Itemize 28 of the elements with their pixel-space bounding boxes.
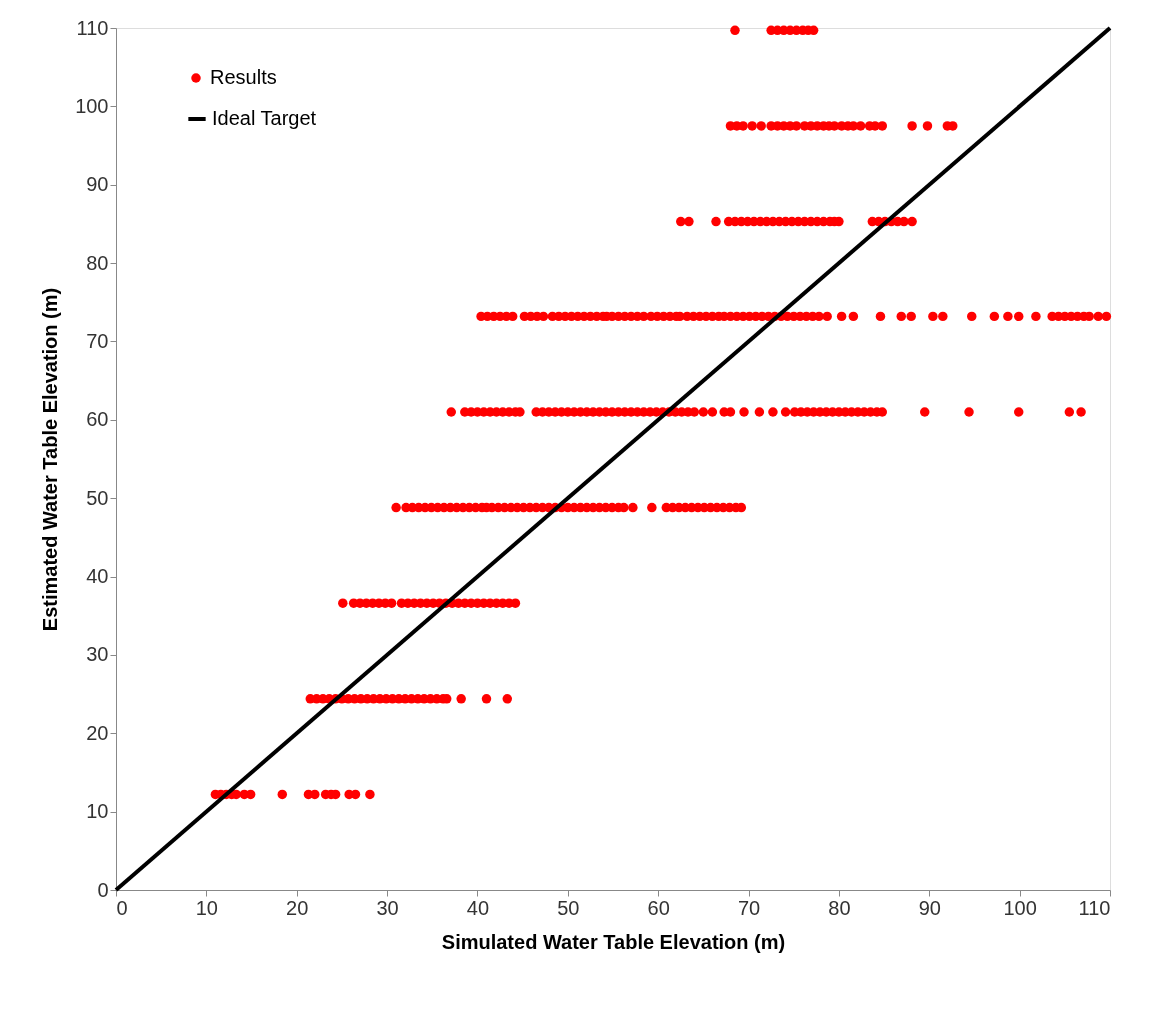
x-tick-label: 30 — [376, 896, 399, 919]
y-tick-label: 20 — [86, 721, 109, 744]
x-tick-label: 10 — [195, 896, 218, 919]
y-tick-label: 50 — [86, 486, 109, 509]
x-tick-label: 60 — [647, 896, 670, 919]
y-tick-label: 10 — [86, 800, 109, 823]
x-tick-label: 80 — [828, 896, 851, 919]
y-tick-label: 40 — [86, 565, 109, 588]
x-tick-label: 100 — [1003, 896, 1037, 919]
x-tick-label: 20 — [286, 896, 309, 919]
y-tick-label: 100 — [75, 94, 109, 117]
x-tick-label: 0 — [116, 896, 128, 919]
y-tick-label: 80 — [86, 251, 109, 274]
x-tick-label: 50 — [557, 896, 580, 919]
x-tick-label: 90 — [918, 896, 941, 919]
y-tick-label: 110 — [76, 16, 109, 39]
x-axis-title: Simulated Water Table Elevation (m) — [441, 930, 786, 953]
y-tick-label: 90 — [86, 173, 109, 196]
y-tick-label: 30 — [86, 643, 109, 666]
y-tick-label: 60 — [86, 408, 109, 431]
y-axis-title: Estimated Water Table Elevation (m) — [39, 287, 62, 632]
y-tick-label: 0 — [97, 878, 109, 901]
x-tick-label: 40 — [466, 896, 490, 919]
legend-label: Ideal Target — [212, 107, 317, 129]
x-tick-label: 70 — [737, 896, 761, 919]
y-tick-label: 70 — [86, 329, 109, 352]
x-tick-label: 110 — [1078, 896, 1111, 919]
legend-label: Results — [210, 66, 277, 88]
